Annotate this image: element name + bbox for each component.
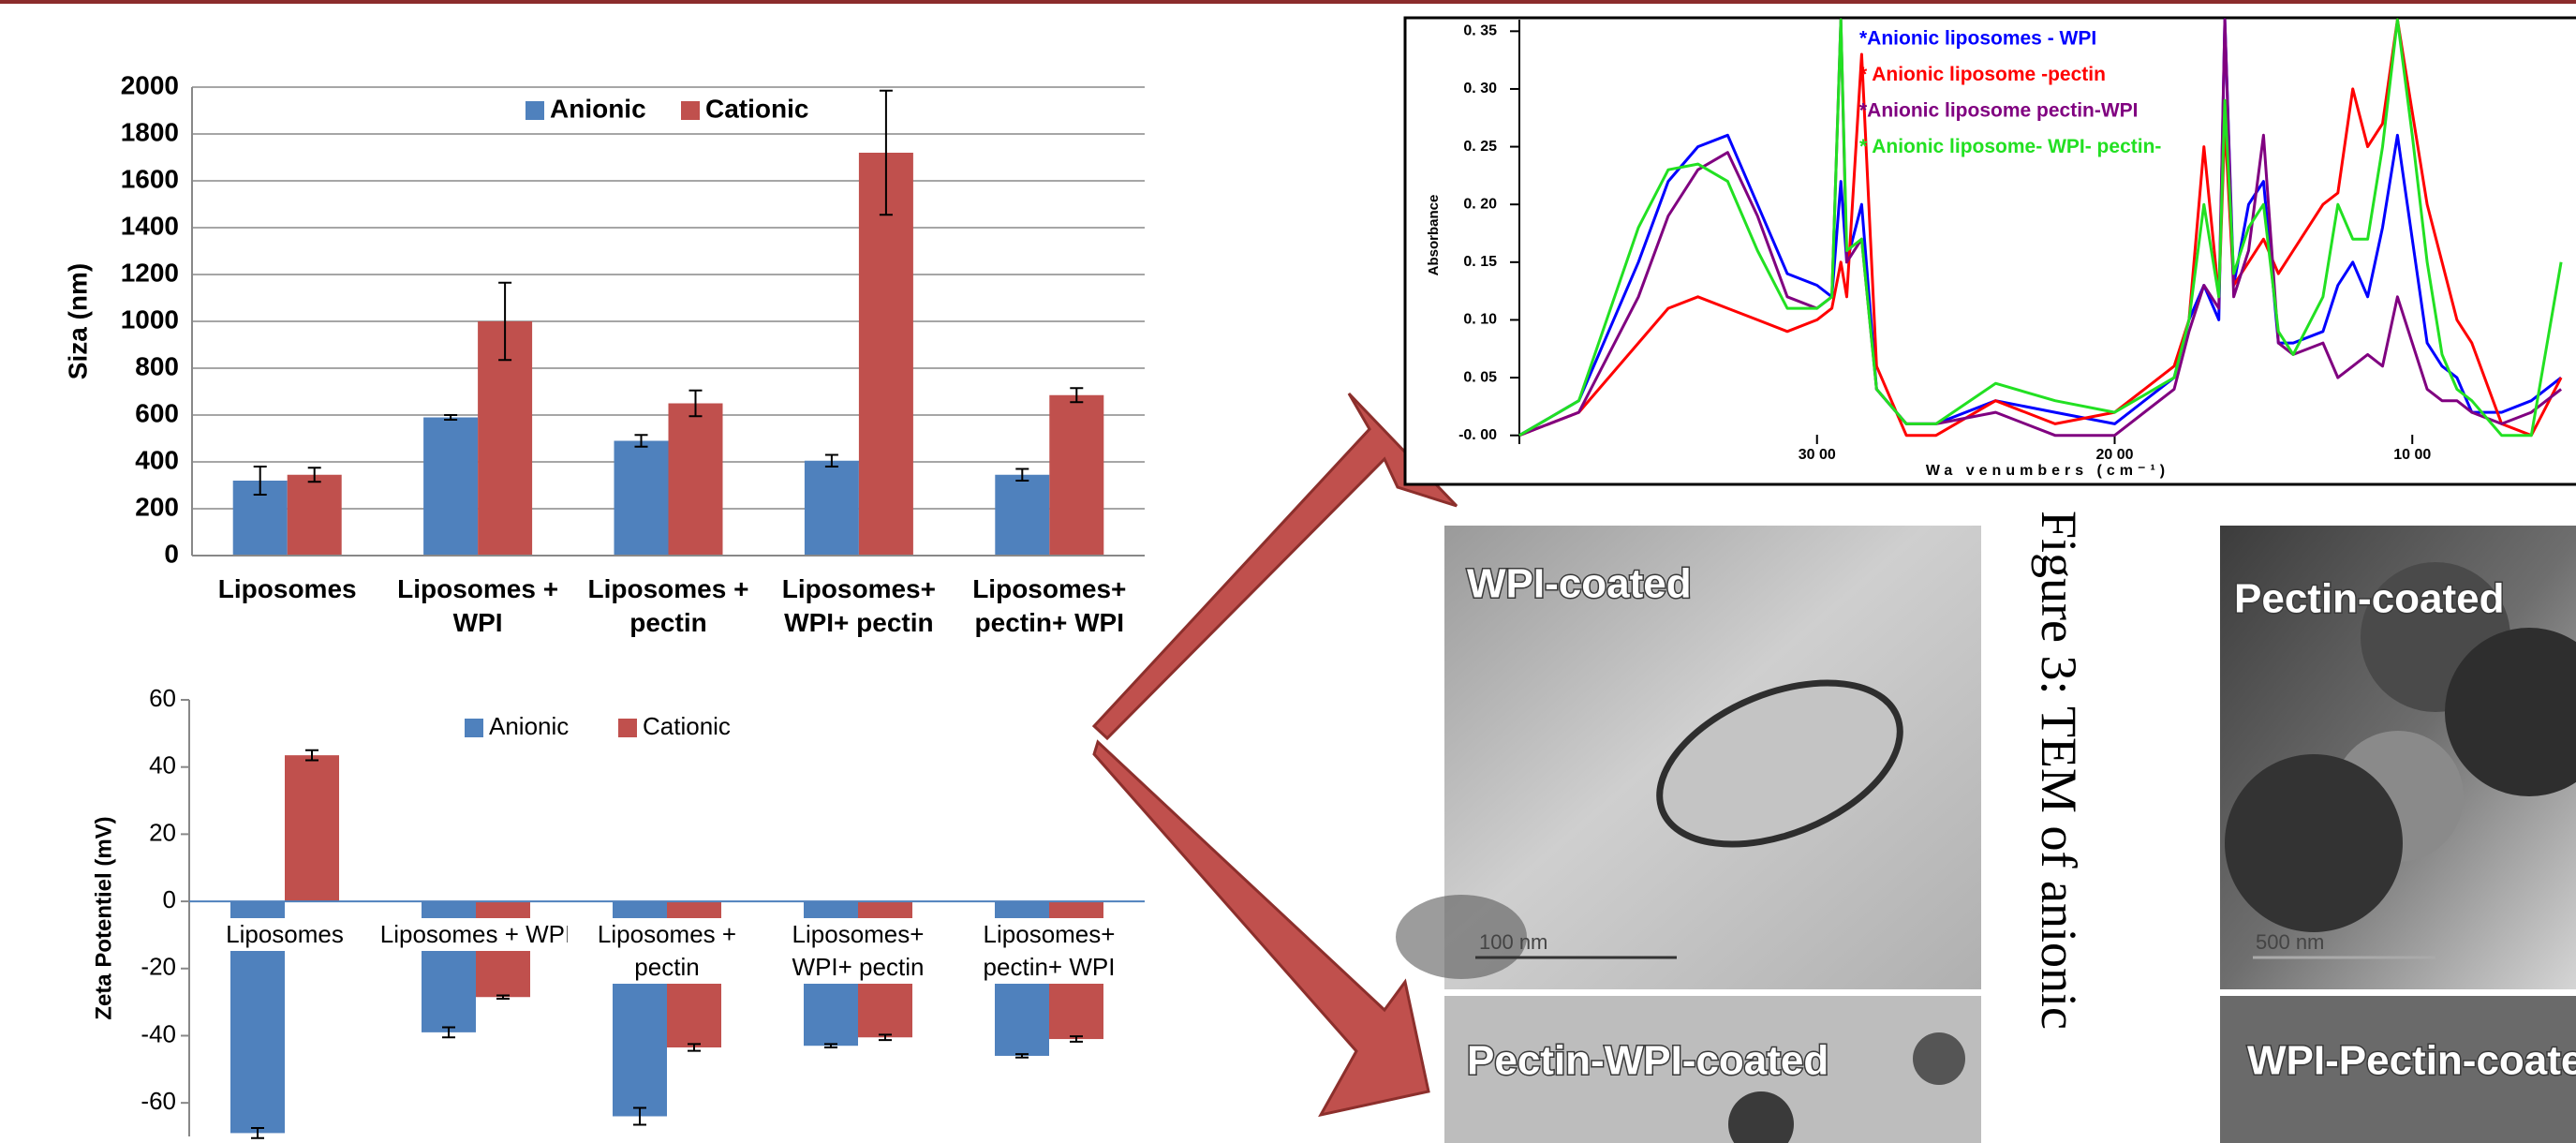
y-tick-label: 0. 20: [1463, 196, 1497, 212]
y-tick-label: 1200: [121, 258, 179, 287]
x-tick-label: Liposomes+ pectin+ WPI: [955, 572, 1145, 641]
x-tick-label-wrap: Liposomes+ WPI+ pectin: [759, 918, 957, 984]
y-tick-label: 600: [135, 398, 179, 427]
x-tick-label-wrap: Liposomes + WPI: [382, 572, 572, 641]
tem-image: Pectin-WPI-coated: [1444, 996, 1981, 1143]
x-tick-label-box: Liposomes+ pectin+ WPI: [950, 918, 1148, 1002]
x-tick-label-wrap: Liposomes+ pectin+ WPI: [950, 918, 1148, 984]
tem-image: WPI-coated 100 nm: [1396, 526, 1981, 989]
y-axis-label: Siza (nm): [63, 263, 92, 379]
x-tick-label-box: Liposomes + WPI: [382, 572, 572, 675]
y-tick-label: 20: [149, 818, 176, 846]
bar: [1049, 395, 1103, 556]
page: WPI-coated 100 nm Pectin-coated 500 nm P…: [0, 0, 2576, 1143]
bar: [614, 441, 669, 557]
x-tick-label: Liposomes + WPI: [378, 918, 574, 951]
y-tick-label: 800: [135, 351, 179, 380]
x-tick-label-box: Liposomes + pectin: [573, 572, 763, 675]
y-tick-label: -0. 00: [1458, 427, 1497, 443]
bar: [669, 404, 723, 557]
tem-image: Pectin-coated 500 nm: [2220, 526, 2576, 989]
y-tick-label: 1800: [121, 117, 179, 146]
x-tick-label: Liposomes + pectin: [568, 918, 766, 984]
y-tick-label: 0. 05: [1463, 369, 1497, 385]
bar: [805, 461, 859, 556]
y-tick-label: 0. 30: [1463, 81, 1497, 96]
y-tick-label: 1000: [121, 304, 179, 334]
y-axis-label: Zeta Potentiel (mV): [91, 816, 116, 1019]
legend-label: *Anionic liposome pectin-WPI: [1859, 100, 2139, 122]
image-label: Pectin-WPI-coated: [1467, 1038, 1828, 1084]
bar: [423, 418, 478, 557]
legend-label: * Anionic liposome- WPI- pectin-: [1859, 136, 2161, 157]
y-axis-label: Absorbance: [1426, 195, 1442, 276]
y-tick-label: 0: [163, 885, 176, 913]
image-label: WPI-Pectin-coated: [2247, 1038, 2576, 1084]
legend-label: Anionic: [550, 94, 646, 123]
legend-swatch: [618, 719, 637, 737]
scale-label: 500 nm: [2256, 930, 2324, 954]
y-tick-label: 200: [135, 492, 179, 521]
y-tick-label: 0. 15: [1463, 254, 1497, 270]
y-tick-label: 1600: [121, 164, 179, 193]
slide-border: [0, 0, 2576, 4]
x-tick-label-box: Liposomes: [185, 918, 384, 1002]
x-tick-label: 20 00: [2095, 447, 2133, 463]
y-tick-label: -60: [141, 1087, 176, 1115]
x-tick-label: Liposomes + WPI: [382, 572, 572, 641]
arrow: [1094, 393, 1457, 738]
x-tick-label-wrap: Liposomes + WPI: [377, 918, 575, 951]
legend-label: Anionic: [489, 712, 569, 740]
legend-label: *Anionic liposomes - WPI: [1859, 28, 2096, 50]
y-tick-label: 60: [149, 684, 176, 712]
x-axis-label: Wa venumbers (cm⁻¹): [1926, 463, 2169, 479]
legend-label: Cationic: [705, 94, 808, 123]
x-tick-label-box: Liposomes+ WPI+ pectin: [763, 572, 954, 675]
legend-label: Cationic: [643, 712, 731, 740]
x-tick-label: 30 00: [1799, 447, 1836, 463]
y-tick-label: 0. 25: [1463, 139, 1497, 155]
bar: [288, 475, 342, 556]
y-tick-label: -20: [141, 953, 176, 981]
slide: WPI-coated 100 nm Pectin-coated 500 nm P…: [0, 0, 2576, 1143]
x-tick-label: Liposomes: [218, 572, 357, 606]
x-tick-label-wrap: Liposomes: [185, 918, 384, 951]
y-tick-label: -40: [141, 1019, 176, 1047]
x-tick-label: 10 00: [2393, 447, 2431, 463]
x-tick-label-box: Liposomes + WPI: [377, 918, 575, 1002]
image-label: Pectin-coated: [2234, 576, 2505, 622]
legend-label: * Anionic liposome -pectin: [1859, 64, 2106, 85]
x-tick-label: Liposomes: [223, 918, 347, 951]
y-tick-label: 2000: [121, 70, 179, 99]
x-tick-label-wrap: Liposomes + pectin: [568, 918, 766, 984]
legend-swatch: [526, 101, 544, 120]
scale-label: 100 nm: [1479, 930, 1547, 954]
x-tick-label: Liposomes + pectin: [573, 572, 763, 641]
legend-swatch: [681, 101, 700, 120]
y-tick-label: 0: [164, 539, 179, 568]
x-tick-label-wrap: Liposomes+ WPI+ pectin: [763, 572, 954, 641]
x-tick-label-box: Liposomes + pectin: [568, 918, 766, 1002]
y-tick-label: 0. 10: [1463, 312, 1497, 328]
x-tick-label: Liposomes+ WPI+ pectin: [763, 572, 954, 641]
x-tick-label-wrap: Liposomes+ pectin+ WPI: [955, 572, 1145, 641]
x-tick-label-wrap: Liposomes + pectin: [573, 572, 763, 641]
x-tick-label-box: Liposomes+ pectin+ WPI: [955, 572, 1145, 675]
error-bar: [879, 1034, 892, 1040]
tem-image: WPI-Pectin-coated: [2220, 996, 2576, 1143]
x-tick-label: Liposomes+ WPI+ pectin: [759, 918, 957, 984]
bar: [285, 755, 339, 901]
x-tick-label-box: Liposomes: [192, 572, 382, 675]
y-tick-label: 40: [149, 751, 176, 779]
image-label: WPI-coated: [1467, 561, 1692, 607]
x-tick-label-wrap: Liposomes: [192, 572, 382, 606]
y-tick-label: 0. 35: [1463, 23, 1497, 39]
bar: [995, 475, 1049, 556]
legend-swatch: [465, 719, 483, 737]
x-tick-label-box: Liposomes+ WPI+ pectin: [759, 918, 957, 1002]
y-tick-label: 1400: [121, 211, 179, 240]
y-tick-label: 400: [135, 445, 179, 474]
x-tick-label: Liposomes+ pectin+ WPI: [950, 918, 1148, 984]
figure-caption: Figure 3: TEM of anionic: [2031, 511, 2087, 1030]
